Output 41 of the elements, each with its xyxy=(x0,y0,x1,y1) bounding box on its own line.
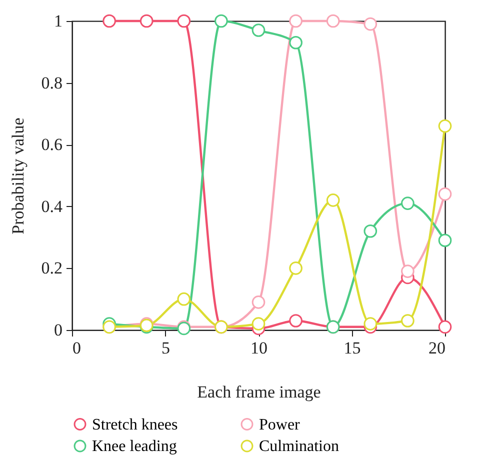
point xyxy=(214,14,228,28)
point xyxy=(438,187,452,201)
point xyxy=(326,194,340,207)
point xyxy=(252,317,266,330)
point xyxy=(177,292,191,306)
point xyxy=(140,14,154,28)
y-axis-title: Probability value xyxy=(8,118,28,234)
x-tick-label: 10 xyxy=(250,338,268,358)
legend-label: Knee leading xyxy=(92,438,177,455)
point xyxy=(438,320,452,334)
y-tick-label: 1 xyxy=(54,12,62,30)
point xyxy=(401,196,414,210)
point xyxy=(326,14,340,28)
y-tick-label: 0.4 xyxy=(41,196,63,216)
point xyxy=(401,264,414,278)
x-tick-label: 15 xyxy=(344,338,361,358)
point xyxy=(364,17,378,31)
x-axis-title: Each frame image xyxy=(197,382,321,402)
y-tick-label: 0 xyxy=(54,320,62,340)
point xyxy=(289,36,302,50)
y-tick-label: 0.6 xyxy=(41,135,62,154)
point xyxy=(289,14,302,28)
x-tick-label: 5 xyxy=(162,338,170,358)
point xyxy=(177,14,191,28)
point xyxy=(102,14,116,28)
point xyxy=(289,262,302,275)
legend-label: Stretch knees xyxy=(92,416,178,434)
point xyxy=(438,234,452,248)
y-tick-label: 0.2 xyxy=(41,258,62,278)
point xyxy=(364,317,378,330)
point xyxy=(438,119,452,133)
point xyxy=(401,314,414,328)
y-tick-label: 0.8 xyxy=(41,73,62,92)
point xyxy=(252,296,266,309)
x-tick-label: 0 xyxy=(72,338,81,358)
legend-label: Culmination xyxy=(259,438,339,455)
legend-label: Power xyxy=(259,416,301,434)
point xyxy=(364,224,378,238)
point xyxy=(252,24,266,37)
x-tick-label: 20 xyxy=(428,338,446,358)
point xyxy=(289,314,302,328)
